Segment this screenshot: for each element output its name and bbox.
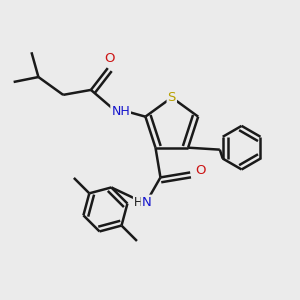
Text: S: S [168, 91, 176, 104]
Text: O: O [104, 52, 115, 65]
Text: NH: NH [111, 105, 130, 118]
Text: O: O [195, 164, 205, 177]
Text: H: H [134, 196, 142, 209]
Text: N: N [142, 196, 152, 209]
